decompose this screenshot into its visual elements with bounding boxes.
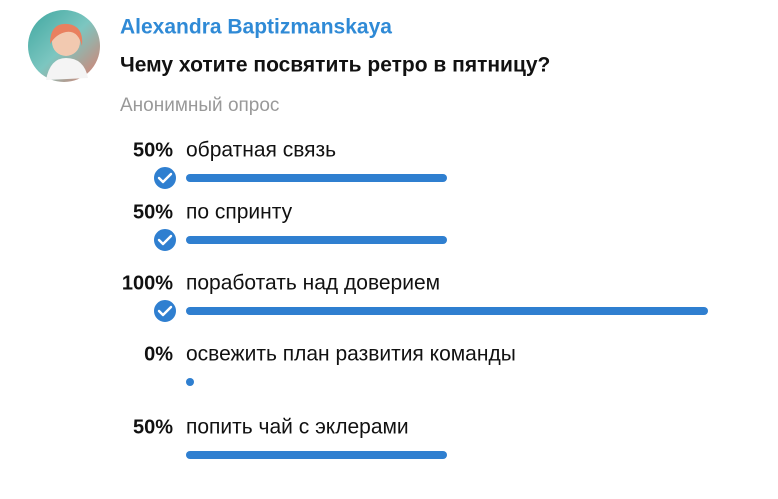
avatar[interactable] (28, 10, 100, 82)
option-text: поработать над доверием (186, 272, 440, 295)
result-bar (186, 236, 447, 244)
option-percent: 100% (122, 272, 173, 294)
checked-icon (152, 298, 178, 324)
poll-option[interactable]: 100% поработать над доверием (122, 272, 708, 324)
check-circle (152, 165, 178, 191)
checked-icon (152, 227, 178, 253)
option-text: попить чай с эклерами (186, 416, 409, 439)
question: Чему хотите посвятить ретро в пятницу? (120, 54, 550, 77)
result-bar (186, 174, 447, 182)
option-percent: 50% (133, 416, 173, 438)
check-circle (152, 298, 178, 324)
result-bar (186, 451, 447, 459)
check-mark (157, 172, 173, 184)
check-circle (152, 227, 178, 253)
option-text: обратная связь (186, 139, 336, 162)
checked-icon (152, 165, 178, 191)
result-bar (186, 378, 194, 386)
poll-option[interactable]: 50% попить чай с эклерами (133, 416, 447, 459)
poll-option[interactable]: 0% освежить план развития команды (144, 343, 516, 386)
option-percent: 50% (133, 201, 173, 223)
option-percent: 0% (144, 343, 173, 365)
author-name[interactable]: Alexandra Baptizmanskaya (120, 16, 392, 39)
options: 50% обратная связь 50% по спринту 100% порабо… (122, 139, 708, 459)
poll-option[interactable]: 50% обратная связь (133, 139, 447, 191)
check-mark (157, 305, 173, 317)
poll-type: Анонимный опрос (120, 95, 279, 116)
poll-option[interactable]: 50% по спринту (133, 201, 447, 253)
result-bar (186, 307, 708, 315)
option-percent: 50% (133, 139, 173, 161)
check-mark (157, 234, 173, 246)
option-text: по спринту (186, 201, 293, 224)
option-text: освежить план развития команды (186, 343, 516, 366)
